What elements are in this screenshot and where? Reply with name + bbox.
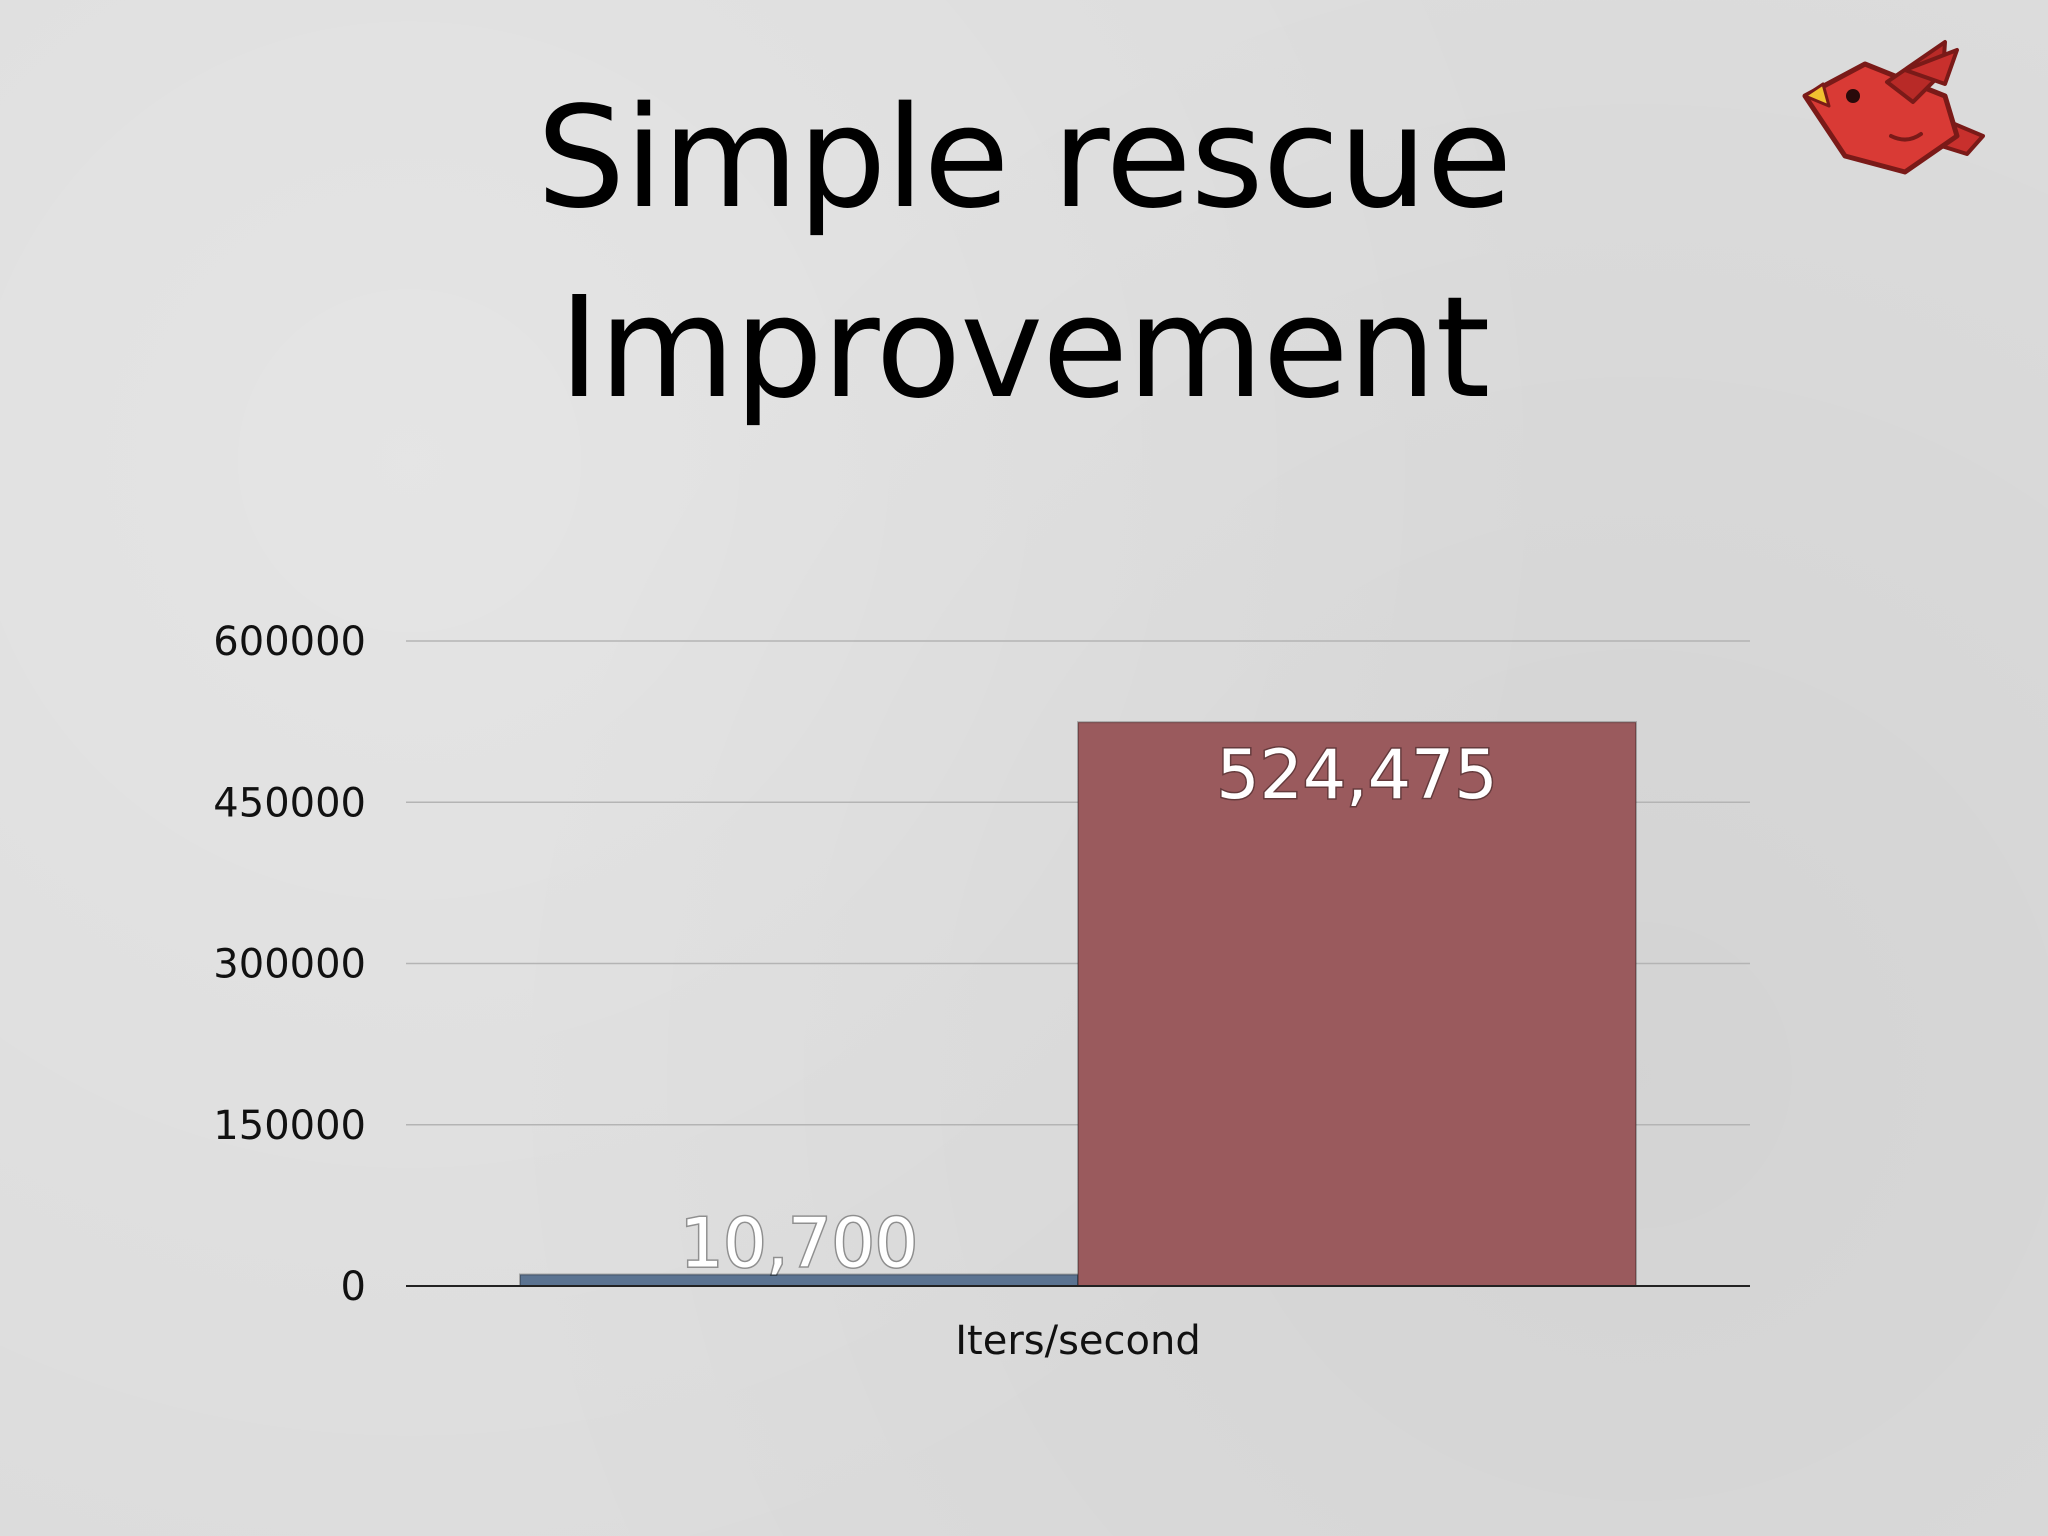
data-label-1: 10,700: [680, 1204, 918, 1283]
bar-2: [1077, 721, 1637, 1287]
data-labels: 10,700 524,475: [679, 735, 1500, 1285]
title-line-2: Improvement: [558, 267, 1491, 430]
bars: [519, 721, 1637, 1288]
slide-title: Simple rescue Improvement: [324, 64, 1724, 444]
y-axis-ticks: 0 150000 300000 450000 600000: [213, 619, 366, 1310]
red-bird-icon: [1802, 40, 1985, 175]
y-tick-label: 450000: [213, 780, 366, 826]
y-tick-label: 150000: [213, 1103, 366, 1149]
y-tick-label: 600000: [213, 619, 366, 665]
y-tick-label: 300000: [213, 942, 366, 988]
x-axis-label: Iters/second: [955, 1318, 1201, 1364]
title-line-1: Simple rescue: [536, 77, 1513, 240]
y-tick-label: 0: [341, 1264, 366, 1310]
data-label-2: 524,475: [1216, 736, 1497, 815]
